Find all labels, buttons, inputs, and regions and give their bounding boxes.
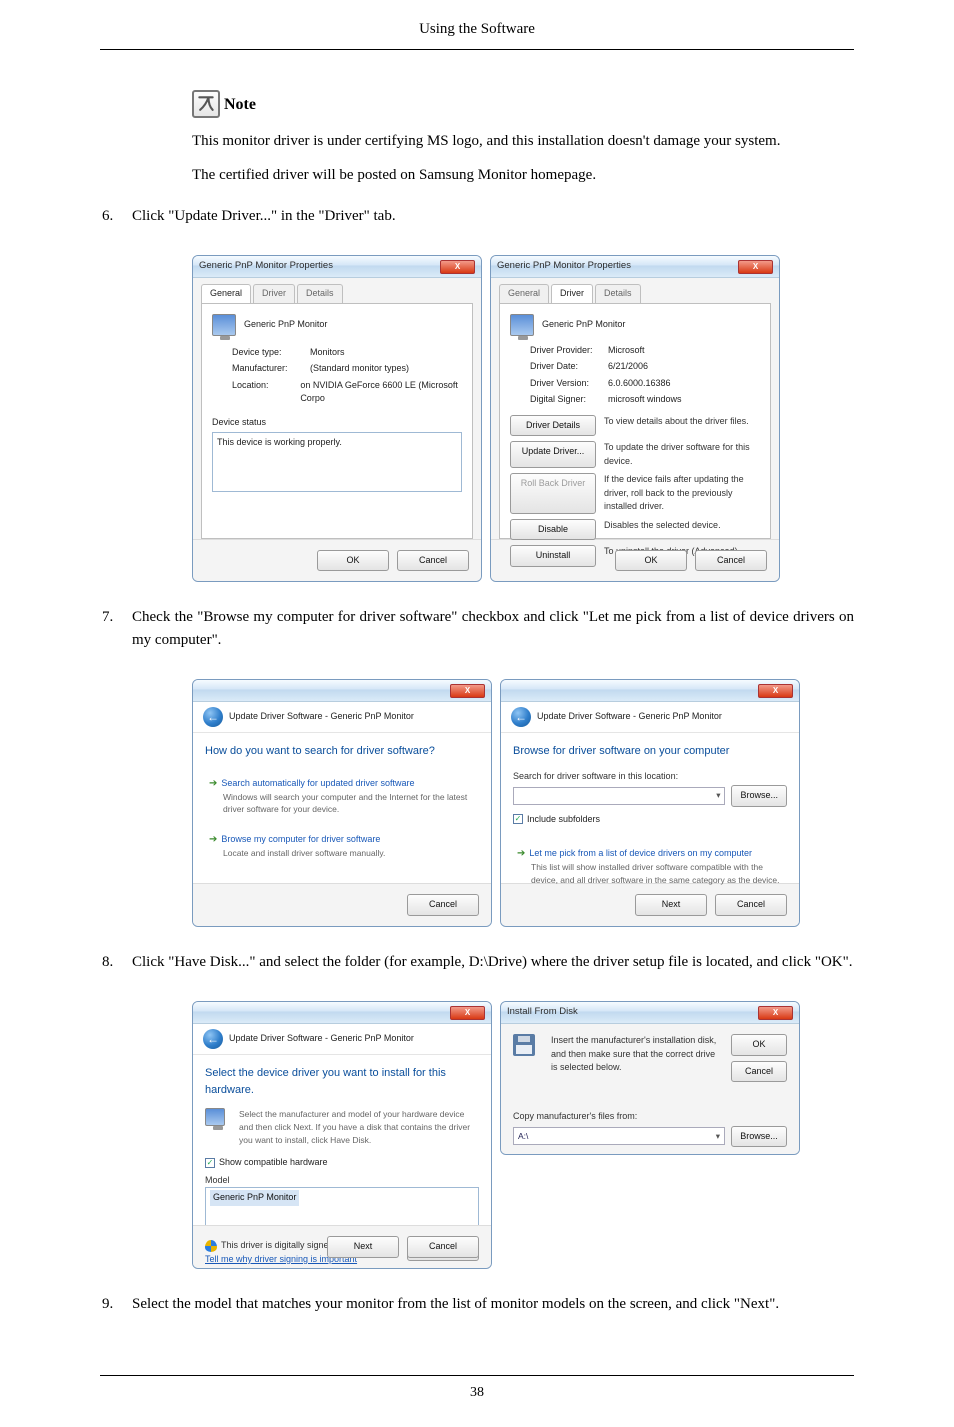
header-title: Using the Software: [419, 21, 535, 37]
tab-details[interactable]: Details: [595, 284, 641, 303]
step-7-text: Check the "Browse my computer for driver…: [132, 606, 854, 651]
monitor-icon: [212, 314, 236, 336]
dialog-title: Install From Disk: [507, 1005, 578, 1019]
step-8-text: Click "Have Disk..." and select the fold…: [132, 951, 854, 974]
list-item[interactable]: Generic PnP Monitor: [210, 1190, 299, 1206]
monitor-icon: [205, 1108, 225, 1126]
figure-properties: Generic PnP Monitor Properties X General…: [192, 255, 854, 582]
browse-button[interactable]: Browse...: [731, 785, 787, 807]
close-icon[interactable]: X: [450, 1006, 485, 1020]
page-footer: 38: [100, 1375, 854, 1427]
cancel-button[interactable]: Cancel: [407, 894, 479, 916]
next-button[interactable]: Next: [327, 1236, 399, 1258]
step-9: 9. Select the model that matches your mo…: [100, 1293, 854, 1328]
compat-checkbox[interactable]: ✓Show compatible hardware: [205, 1156, 479, 1170]
arrow-icon: ➔: [209, 778, 217, 789]
next-button[interactable]: Next: [635, 894, 707, 916]
cancel-button[interactable]: Cancel: [715, 894, 787, 916]
arrow-icon: ➔: [517, 848, 525, 859]
search-heading: How do you want to search for driver sof…: [205, 743, 479, 760]
dialog-select: X ← Update Driver Software - Generic PnP…: [192, 1001, 492, 1269]
dialog-title: Generic PnP Monitor Properties: [497, 259, 631, 273]
driver-details-button[interactable]: Driver Details: [510, 415, 596, 437]
ok-button[interactable]: OK: [731, 1034, 787, 1056]
cancel-button[interactable]: Cancel: [397, 550, 469, 572]
close-icon[interactable]: X: [450, 684, 485, 698]
cancel-button[interactable]: Cancel: [407, 1236, 479, 1258]
subfolders-checkbox[interactable]: ✓Include subfolders: [513, 813, 787, 827]
note-block: Note This monitor driver is under certif…: [192, 90, 854, 187]
back-icon[interactable]: ←: [511, 707, 531, 727]
device-name: Generic PnP Monitor: [244, 318, 327, 332]
dialog-title: Generic PnP Monitor Properties: [199, 259, 333, 273]
page-number: 38: [470, 1385, 484, 1400]
step-8: 8. Click "Have Disk..." and select the f…: [100, 951, 854, 986]
option-browse[interactable]: ➔Browse my computer for driver software …: [205, 826, 479, 866]
shield-icon: [205, 1240, 217, 1252]
cancel-button[interactable]: Cancel: [731, 1061, 787, 1083]
back-icon[interactable]: ←: [203, 707, 223, 727]
close-icon[interactable]: X: [758, 684, 793, 698]
dialog-driver: Generic PnP Monitor Properties X General…: [490, 255, 780, 582]
rollback-button: Roll Back Driver: [510, 473, 596, 514]
note-line-2: The certified driver will be posted on S…: [192, 164, 854, 187]
ok-button[interactable]: OK: [317, 550, 389, 572]
close-icon[interactable]: X: [758, 1006, 793, 1020]
option-pick[interactable]: ➔Let me pick from a list of device drive…: [513, 840, 787, 893]
page-header: Using the Software: [100, 0, 854, 50]
dialog-browse: X ← Update Driver Software - Generic PnP…: [500, 679, 800, 927]
step-num: 9.: [100, 1293, 132, 1328]
tab-general[interactable]: General: [499, 284, 549, 303]
tab-driver[interactable]: Driver: [253, 284, 295, 303]
close-icon[interactable]: X: [440, 260, 475, 274]
note-icon: [192, 90, 220, 118]
browse-button[interactable]: Browse...: [731, 1126, 787, 1148]
step-num: 7.: [100, 606, 132, 663]
note-line-1: This monitor driver is under certifying …: [192, 130, 854, 153]
option-auto[interactable]: ➔Search automatically for updated driver…: [205, 770, 479, 823]
tab-driver[interactable]: Driver: [551, 284, 593, 303]
note-label: Note: [224, 93, 256, 118]
disable-button[interactable]: Disable: [510, 519, 596, 541]
step-6: 6. Click "Update Driver..." in the "Driv…: [100, 205, 854, 240]
monitor-icon: [510, 314, 534, 336]
browse-heading: Browse for driver software on your compu…: [513, 743, 787, 760]
floppy-icon: [513, 1034, 535, 1056]
step-7: 7. Check the "Browse my computer for dri…: [100, 606, 854, 663]
select-heading: Select the device driver you want to ins…: [205, 1065, 479, 1098]
step-num: 8.: [100, 951, 132, 986]
ok-button[interactable]: OK: [615, 550, 687, 572]
figure-select-install: X ← Update Driver Software - Generic PnP…: [192, 1001, 854, 1269]
arrow-icon: ➔: [209, 834, 217, 845]
figure-search-browse: X ← Update Driver Software - Generic PnP…: [192, 679, 854, 927]
dialog-search: X ← Update Driver Software - Generic PnP…: [192, 679, 492, 927]
tab-general[interactable]: General: [201, 284, 251, 303]
uninstall-button[interactable]: Uninstall: [510, 545, 596, 567]
device-status-box: This device is working properly.: [212, 432, 462, 492]
dialog-general: Generic PnP Monitor Properties X General…: [192, 255, 482, 582]
tab-details[interactable]: Details: [297, 284, 343, 303]
dialog-install-from-disk: Install From Disk X Insert the manufactu…: [500, 1001, 800, 1155]
page-content: Note This monitor driver is under certif…: [100, 50, 854, 1328]
step-6-text: Click "Update Driver..." in the "Driver"…: [132, 205, 854, 228]
close-icon[interactable]: X: [738, 260, 773, 274]
back-icon[interactable]: ←: [203, 1029, 223, 1049]
device-name: Generic PnP Monitor: [542, 318, 625, 332]
update-driver-button[interactable]: Update Driver...: [510, 441, 596, 468]
path-input[interactable]: ▾: [513, 787, 725, 805]
step-num: 6.: [100, 205, 132, 240]
cancel-button[interactable]: Cancel: [695, 550, 767, 572]
path-input[interactable]: A:\▾: [513, 1127, 725, 1145]
step-9-text: Select the model that matches your monit…: [132, 1293, 854, 1316]
